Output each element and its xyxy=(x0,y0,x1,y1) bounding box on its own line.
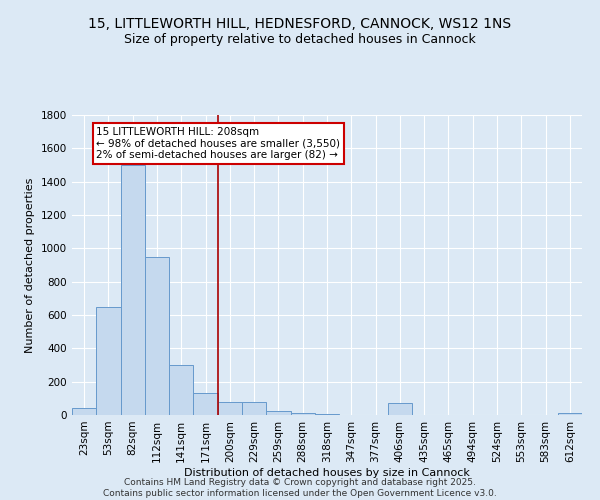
Text: 15 LITTLEWORTH HILL: 208sqm
← 98% of detached houses are smaller (3,550)
2% of s: 15 LITTLEWORTH HILL: 208sqm ← 98% of det… xyxy=(96,126,340,160)
Bar xyxy=(315,414,339,415)
Bar xyxy=(96,306,121,415)
Text: Contains HM Land Registry data © Crown copyright and database right 2025.
Contai: Contains HM Land Registry data © Crown c… xyxy=(103,478,497,498)
Bar xyxy=(558,412,582,415)
Bar xyxy=(218,402,242,415)
Bar xyxy=(339,414,364,415)
Bar xyxy=(242,402,266,415)
Text: Size of property relative to detached houses in Cannock: Size of property relative to detached ho… xyxy=(124,32,476,46)
Bar xyxy=(169,365,193,415)
Bar xyxy=(72,408,96,415)
X-axis label: Distribution of detached houses by size in Cannock: Distribution of detached houses by size … xyxy=(184,468,470,477)
Bar xyxy=(266,411,290,415)
Text: 15, LITTLEWORTH HILL, HEDNESFORD, CANNOCK, WS12 1NS: 15, LITTLEWORTH HILL, HEDNESFORD, CANNOC… xyxy=(88,18,512,32)
Bar xyxy=(145,256,169,415)
Bar xyxy=(193,394,218,415)
Y-axis label: Number of detached properties: Number of detached properties xyxy=(25,178,35,352)
Bar xyxy=(290,414,315,415)
Bar xyxy=(388,404,412,415)
Bar xyxy=(121,165,145,415)
